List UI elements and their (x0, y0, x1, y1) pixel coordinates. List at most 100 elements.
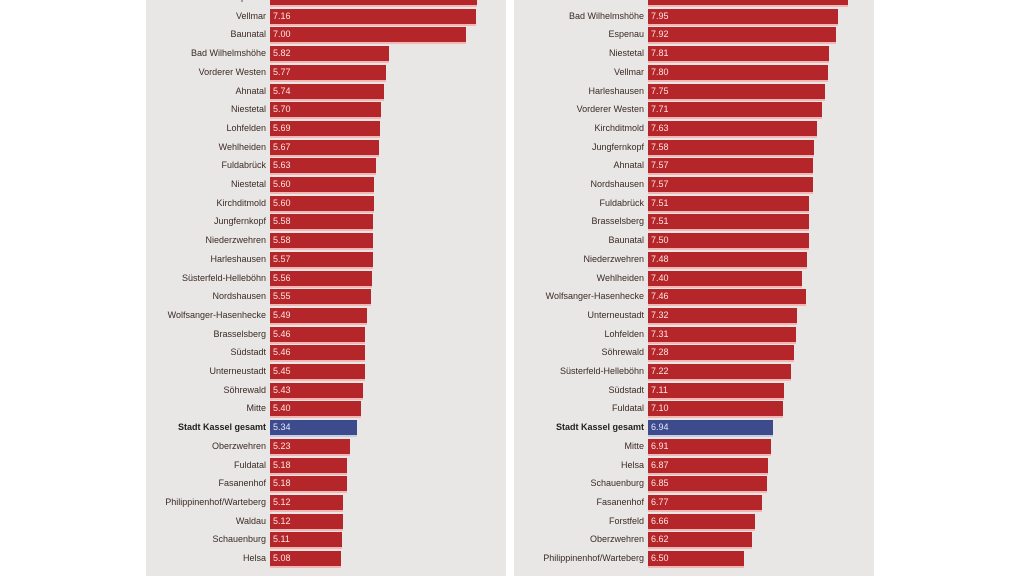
bar: 7.57 (648, 158, 814, 174)
bar-value-label: 7.75 (651, 85, 669, 96)
category-label-box: Espenau (514, 26, 644, 45)
category-label: Vorderer Westen (198, 66, 266, 77)
category-label-box: Waldau (146, 513, 266, 532)
category-label-box: Fuldabrück (514, 195, 644, 214)
category-label-box: Stadt Kassel gesamt (514, 419, 644, 438)
bar-value-label: 7.00 (273, 29, 291, 40)
bar-row: Jungfernkopf 7.58 (514, 139, 874, 158)
bar: 6.66 (648, 513, 755, 529)
bar: 7.50 (648, 233, 809, 249)
bar-value-label: 7.50 (651, 235, 669, 246)
bar-row: Baunatal 7.50 (514, 232, 874, 251)
bar-value-label: 7.11 (651, 384, 668, 395)
bar-row: Wolfsanger-Hasenhecke 5.49 (146, 307, 506, 326)
category-label-box: Niederzwehren (146, 232, 266, 251)
bar-row: Oberzwehren 5.23 (146, 438, 506, 457)
category-label-box: Wolfsanger-Hasenhecke (514, 288, 644, 307)
bar: 5.12 (270, 513, 344, 529)
bar-row: Fuldatal 5.18 (146, 457, 506, 476)
category-label-box: Stadt Kassel gesamt (146, 419, 266, 438)
category-label: Süsterfeld-Helleböhn (559, 366, 644, 376)
category-label: Philippinenhof/Warteberg (165, 496, 266, 507)
category-label-box: Wehlheiden (146, 139, 266, 158)
bar: 5.74 (270, 83, 384, 99)
bar: 7.00 (270, 27, 466, 43)
bar-row: Vorderer Westen 5.77 (146, 64, 506, 83)
bar-row: Schauenburg 5.11 (146, 531, 506, 550)
bar-row: Bad Wilhelmshöhe 5.82 (146, 45, 506, 64)
bar-value-label: 7.32 (651, 309, 669, 320)
bar-row: Söhrewald 7.28 (514, 344, 874, 363)
bar: 7.58 (648, 139, 814, 155)
bar-highlight: 5.34 (270, 420, 358, 436)
category-label: Süsterfeld-Helleböhn (181, 272, 266, 283)
bar-row: Vellmar 7.16 (146, 8, 506, 27)
bar: 5.82 (270, 46, 389, 62)
bar-row: Oberzwehren 6.62 (514, 531, 874, 550)
chart-rows-left: Espenau 7.17 Vellmar 7.16 Baunatal 7.00 Bad Wi… (146, 0, 506, 576)
bar-row: Süsterfeld-Helleböhn 7.22 (514, 363, 874, 382)
bar-value-label: 7.17 (273, 0, 291, 5)
category-label: Helsa (620, 459, 644, 470)
bar-value-label: 6.94 (651, 422, 669, 433)
category-label: Lohfelden (226, 122, 266, 133)
category-label: Kirchditmold (594, 122, 644, 133)
category-label: Südstadt (230, 347, 266, 358)
category-label: Niestetal (608, 48, 644, 59)
category-label: Vorderer Westen (576, 104, 644, 115)
chart-panel-right: Niestetal 8.11 Bad Wilhelmshöhe 7.95 Espenau… (514, 0, 874, 576)
category-label-box: Vorderer Westen (146, 64, 266, 83)
category-label: Bad Wilhelmshöhe (190, 48, 266, 59)
bar-value-label: 6.77 (651, 496, 669, 507)
bar-row: Brasselsberg 5.46 (146, 326, 506, 345)
bar-row: Baunatal 7.00 (146, 26, 506, 45)
category-label-box: Unterneustadt (514, 307, 644, 326)
bar-value-label: 5.46 (273, 328, 291, 339)
category-label: Harleshausen (210, 253, 266, 264)
category-label: Stadt Kassel gesamt (555, 422, 644, 433)
category-label-box: Nordshausen (514, 176, 644, 195)
bar-value-label: 5.55 (273, 291, 291, 302)
bar-value-label: 6.50 (651, 553, 669, 563)
category-label-box: Schauenburg (146, 531, 266, 550)
bar-value-label: 7.51 (651, 197, 669, 208)
category-label: Wolfsanger-Hasenhecke (167, 309, 266, 320)
bar-highlight: 6.94 (648, 420, 773, 436)
bar-row: Wehlheiden 5.67 (146, 139, 506, 158)
category-label: Lohfelden (604, 328, 644, 339)
bar-value-label: 5.23 (273, 440, 291, 451)
bar-row: Niestetal 5.70 (146, 101, 506, 120)
bar: 7.17 (270, 0, 477, 5)
bar-row: Ahnatal 5.74 (146, 83, 506, 102)
bar: 5.46 (270, 326, 366, 342)
category-label: Brasselsberg (213, 328, 266, 339)
bar-row: Espenau 7.92 (514, 26, 874, 45)
category-label-box: Harleshausen (514, 83, 644, 102)
bar: 5.69 (270, 120, 381, 136)
category-label-box: Niestetal (146, 101, 266, 120)
bar: 5.63 (270, 158, 377, 174)
bar-row: Vellmar 7.80 (514, 64, 874, 83)
category-label-box: Schauenburg (514, 475, 644, 494)
bar-value-label: 7.31 (651, 328, 669, 339)
bar: 7.46 (648, 289, 807, 305)
category-label: Fuldabrück (599, 197, 644, 208)
bar-row: Bad Wilhelmshöhe 7.95 (514, 8, 874, 27)
category-label: Helsa (242, 553, 266, 563)
category-label-box: Bad Wilhelmshöhe (514, 8, 644, 27)
bar-row: Kirchditmold 5.60 (146, 195, 506, 214)
bar-value-label: 7.40 (651, 272, 669, 283)
bar-row: Fasanenhof 6.77 (514, 494, 874, 513)
category-label: Niederzwehren (205, 235, 266, 246)
bar-value-label: 5.74 (273, 85, 291, 96)
category-label-box: Vellmar (514, 64, 644, 83)
bar-row: Philippinenhof/Warteberg 5.12 (146, 494, 506, 513)
bar-row: Vorderer Westen 7.71 (514, 101, 874, 120)
bar: 7.31 (648, 326, 797, 342)
category-label: Baunatal (608, 235, 644, 246)
category-label: Schauenburg (212, 534, 266, 545)
bar-row: Lohfelden 7.31 (514, 326, 874, 345)
bar-row: Waldau 5.12 (146, 513, 506, 532)
category-label-box: Süsterfeld-Helleböhn (514, 363, 644, 382)
bar: 7.95 (648, 8, 838, 24)
